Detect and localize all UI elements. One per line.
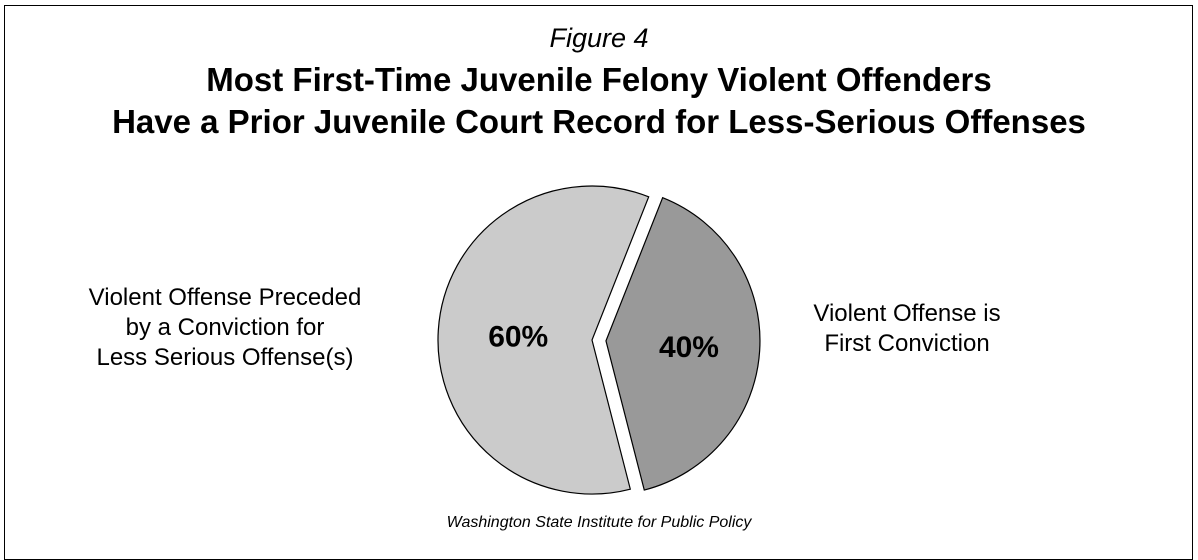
label-right-line-1: Violent Offense is	[813, 300, 1001, 327]
slice-60-category-label: Violent Offense Preceded by a Conviction…	[70, 283, 380, 373]
pie-slice-60-label: 60%	[488, 320, 548, 353]
label-left-line-1: Violent Offense Preceded	[88, 284, 362, 311]
label-left-line-3: Less Serious Offense(s)	[96, 344, 354, 371]
pie-slice-40-label: 40%	[659, 331, 719, 364]
chart-title-line-1: Most First-Time Juvenile Felony Violent …	[206, 61, 992, 98]
label-left-line-2: by a Conviction for	[125, 314, 325, 341]
pie-slice-60	[437, 185, 650, 495]
label-right-line-2: First Conviction	[824, 330, 990, 357]
slice-40-category-label: Violent Offense is First Conviction	[777, 299, 1037, 359]
figure-label: Figure 4	[549, 23, 649, 53]
chart-title-line-2: Have a Prior Juvenile Court Record for L…	[112, 103, 1086, 140]
chart-title: Most First-Time Juvenile Felony Violent …	[0, 59, 1198, 143]
source-credit: Washington State Institute for Public Po…	[446, 514, 752, 531]
pie-slice-40	[605, 196, 761, 491]
